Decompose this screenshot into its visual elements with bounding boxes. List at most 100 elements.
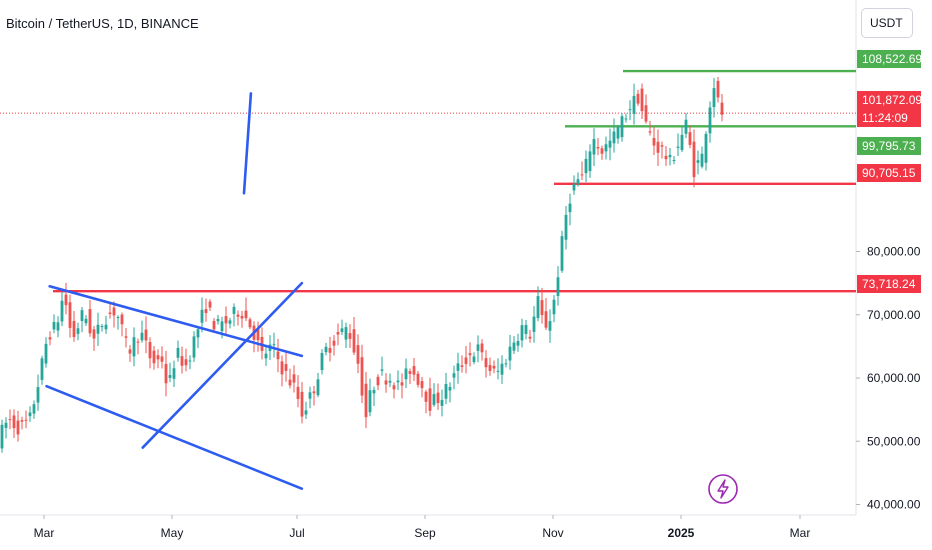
candle-body — [412, 366, 416, 375]
candle-up — [624, 113, 628, 123]
candle-up — [472, 352, 476, 365]
candle-up — [340, 319, 344, 336]
candle-up — [324, 342, 328, 356]
candle-down — [540, 288, 544, 324]
candle-down — [180, 346, 184, 374]
candle-down — [284, 351, 288, 382]
candle-up — [620, 113, 624, 142]
candle-body — [648, 131, 652, 133]
candle-down — [252, 321, 256, 353]
candle-down — [240, 310, 244, 328]
candle-body — [248, 319, 252, 328]
candle-down — [492, 360, 496, 374]
candle-body — [432, 394, 436, 405]
candle-body — [272, 344, 276, 346]
candle-body — [712, 88, 716, 108]
candle-up — [704, 131, 708, 171]
candle-down — [244, 297, 248, 321]
candle-body — [300, 391, 304, 417]
candle-body — [408, 371, 412, 374]
candle-up — [200, 297, 204, 333]
candle-down — [384, 373, 388, 393]
candle-down — [424, 389, 428, 414]
candle-body — [324, 346, 328, 353]
candle-body — [668, 154, 672, 158]
candle-down — [156, 349, 160, 369]
candle-body — [336, 332, 340, 335]
candle-body — [156, 355, 160, 360]
candle-up — [168, 362, 172, 383]
candle-body — [264, 353, 268, 359]
candle-body — [304, 410, 308, 415]
candle-body — [400, 382, 404, 386]
candle-up — [548, 309, 552, 343]
candle-up — [28, 406, 32, 422]
candle-down — [364, 371, 368, 429]
candle-body — [424, 391, 428, 402]
candle-body — [80, 310, 84, 321]
candle-body — [140, 332, 144, 341]
candle-up — [40, 355, 44, 385]
x-tick-label: Sep — [414, 526, 436, 540]
candle-body — [236, 314, 240, 317]
candle-body — [464, 357, 468, 364]
candle-body — [704, 133, 708, 163]
candle-body — [20, 420, 24, 422]
candle-body — [544, 311, 548, 328]
candle-body — [56, 322, 60, 331]
x-tick-label: 2025 — [668, 526, 695, 540]
candle-down — [392, 382, 396, 399]
candle-down — [276, 338, 280, 373]
candle-down — [416, 371, 420, 388]
candle-body — [0, 424, 4, 449]
candle-down — [92, 325, 96, 351]
candle-down — [120, 312, 124, 337]
candle-body — [296, 386, 300, 399]
candle-body — [372, 390, 376, 394]
candle-body — [440, 399, 444, 406]
candle-up — [4, 417, 8, 439]
candle-body — [144, 329, 148, 341]
candle-body — [128, 349, 132, 354]
candle-body — [624, 118, 628, 120]
candle-body — [24, 419, 28, 421]
candle-body — [12, 415, 16, 429]
candle-down — [136, 338, 140, 355]
y-tick-label: 60,000.00 — [867, 371, 921, 385]
candle-down — [16, 410, 20, 442]
candle-down — [420, 376, 424, 398]
candle-up — [216, 314, 220, 325]
candle-body — [124, 336, 128, 338]
candle-down — [8, 409, 12, 430]
last-price-badge: 101,872.09 11:24:09 — [857, 91, 922, 127]
candle-down — [484, 350, 488, 378]
candle-body — [44, 343, 48, 364]
candle-body — [52, 322, 56, 330]
candle-up — [560, 230, 564, 273]
candle-body — [652, 137, 656, 146]
candle-body — [328, 347, 332, 353]
candle-up — [196, 326, 200, 349]
candle-body — [68, 302, 72, 328]
candle-down — [68, 294, 72, 338]
candle-up — [304, 401, 308, 420]
candle-up — [476, 335, 480, 363]
candle-up — [32, 400, 36, 419]
candle-body — [232, 306, 236, 314]
candle-body — [48, 337, 52, 340]
candle-up — [680, 127, 684, 153]
candle-up — [592, 128, 596, 167]
candle-body — [640, 88, 644, 112]
candle-up — [380, 356, 384, 376]
candle-up — [0, 419, 4, 453]
candle-up — [56, 316, 60, 338]
candle-up — [188, 355, 192, 370]
candle-up — [536, 286, 540, 322]
currency-button[interactable]: USDT — [861, 8, 913, 38]
x-tick-label: Nov — [542, 526, 563, 540]
candle-up — [368, 378, 372, 417]
candle-body — [536, 296, 540, 319]
candle-down — [692, 129, 696, 188]
candle-down — [408, 368, 412, 385]
